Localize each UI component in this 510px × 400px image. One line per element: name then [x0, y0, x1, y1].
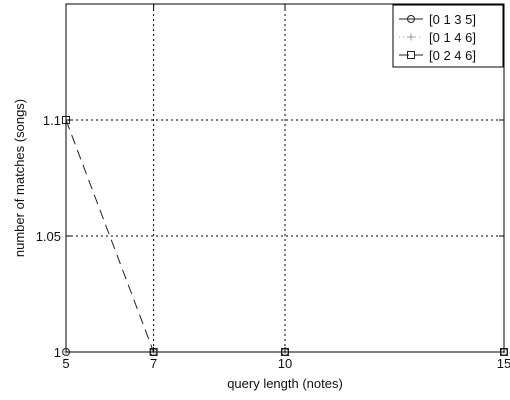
legend-label-1: [0 1 3 5] [429, 12, 476, 27]
axis-ticks: 5 7 10 15 1 1.05 1.1 [36, 4, 510, 371]
y-tick-label: 1.1 [43, 113, 61, 128]
legend-label-2: [0 1 4 6] [429, 30, 476, 45]
legend-marker-3 [407, 51, 415, 59]
y-tick-label: 1.05 [36, 229, 61, 244]
y-axis-label: number of matches (songs) [12, 99, 27, 257]
legend-marker-2 [407, 33, 415, 41]
grid [66, 4, 504, 352]
legend-label-3: [0 2 4 6] [429, 48, 476, 63]
y-tick-label: 1 [54, 345, 61, 360]
x-tick-label: 10 [278, 356, 292, 371]
x-tick-label: 15 [497, 356, 510, 371]
x-axis-label: query length (notes) [227, 376, 343, 391]
legend: [0 1 3 5] [0 1 4 6] [0 2 4 6] [392, 4, 504, 68]
x-tick-label: 5 [62, 356, 69, 371]
legend-marker-1 [407, 15, 415, 23]
x-tick-label: 7 [150, 356, 157, 371]
